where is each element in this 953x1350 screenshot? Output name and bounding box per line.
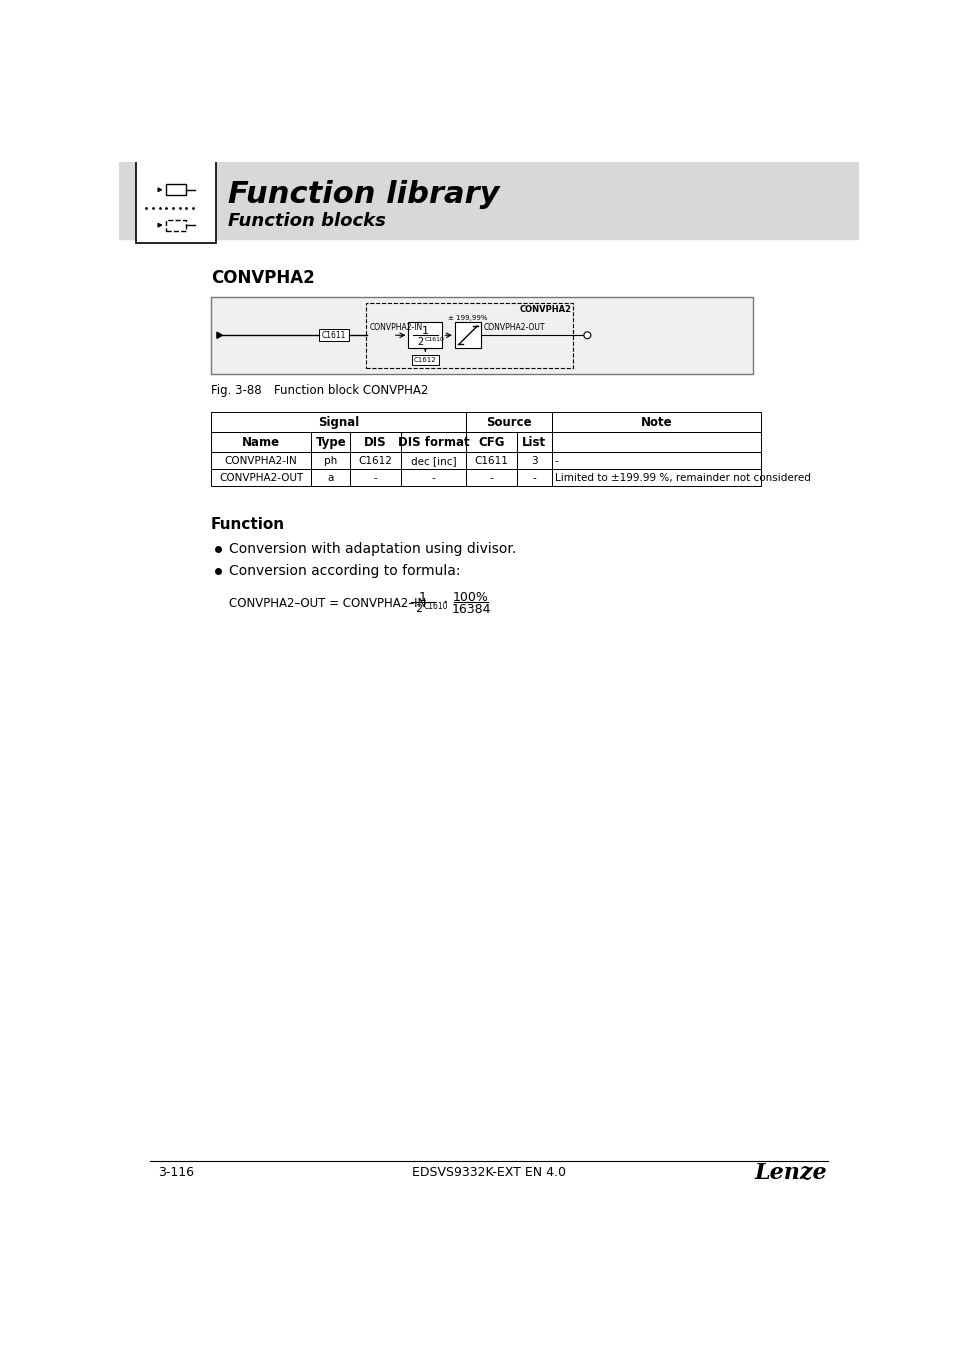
Text: -: - bbox=[532, 472, 536, 483]
Bar bbox=[350, 432, 400, 452]
Text: CONVPHA2-OUT: CONVPHA2-OUT bbox=[219, 472, 303, 483]
Text: C1610: C1610 bbox=[423, 602, 448, 610]
Bar bbox=[400, 452, 466, 470]
Text: Conversion according to formula:: Conversion according to formula: bbox=[229, 564, 460, 578]
Bar bbox=[319, 329, 348, 342]
Bar bbox=[311, 452, 350, 470]
Text: CFG: CFG bbox=[477, 436, 504, 448]
Text: DIS: DIS bbox=[364, 436, 386, 448]
Text: -: - bbox=[555, 456, 558, 466]
Bar bbox=[408, 323, 442, 348]
Bar bbox=[466, 452, 517, 470]
Bar bbox=[466, 432, 517, 452]
Text: Function blocks: Function blocks bbox=[228, 212, 385, 230]
Bar bbox=[311, 470, 350, 486]
Text: -: - bbox=[431, 472, 435, 483]
Text: Conversion with adaptation using divisor.: Conversion with adaptation using divisor… bbox=[229, 543, 516, 556]
Bar bbox=[211, 297, 753, 374]
Text: CONVPHA2-OUT: CONVPHA2-OUT bbox=[483, 323, 544, 332]
Text: DIS format: DIS format bbox=[397, 436, 469, 448]
Bar bbox=[551, 470, 760, 486]
Text: CONVPHA2–OUT = CONVPHA2–IN  ·: CONVPHA2–OUT = CONVPHA2–IN · bbox=[229, 597, 437, 610]
Text: C1611: C1611 bbox=[475, 456, 508, 466]
Text: a: a bbox=[327, 472, 334, 483]
Bar bbox=[455, 323, 480, 348]
Text: Function block CONVPHA2: Function block CONVPHA2 bbox=[274, 385, 428, 397]
Bar bbox=[166, 185, 186, 196]
Text: C1611: C1611 bbox=[321, 331, 346, 340]
Text: C1612: C1612 bbox=[414, 356, 436, 363]
Bar bbox=[211, 452, 311, 470]
Text: Function: Function bbox=[211, 517, 285, 532]
Bar bbox=[466, 470, 517, 486]
Bar bbox=[136, 158, 216, 243]
Text: CONVPHA2-IN: CONVPHA2-IN bbox=[225, 456, 297, 466]
Bar bbox=[211, 470, 311, 486]
Text: CONVPHA2-IN: CONVPHA2-IN bbox=[369, 323, 422, 332]
Polygon shape bbox=[216, 332, 222, 339]
Bar bbox=[400, 470, 466, 486]
Text: 2: 2 bbox=[417, 338, 423, 347]
Bar bbox=[517, 432, 551, 452]
Text: 3: 3 bbox=[531, 456, 537, 466]
Text: 2: 2 bbox=[416, 605, 422, 614]
Text: ·: · bbox=[441, 594, 447, 612]
Bar bbox=[551, 412, 760, 432]
Text: Limited to ±199.99 %, remainder not considered: Limited to ±199.99 %, remainder not cons… bbox=[555, 472, 810, 483]
Text: List: List bbox=[521, 436, 546, 448]
Text: 100%: 100% bbox=[453, 591, 489, 605]
Bar bbox=[166, 220, 186, 231]
Text: CONVPHA2: CONVPHA2 bbox=[211, 269, 314, 286]
Bar bbox=[350, 452, 400, 470]
Text: Function library: Function library bbox=[228, 180, 498, 209]
Text: Name: Name bbox=[242, 436, 280, 448]
Text: CONVPHA2: CONVPHA2 bbox=[519, 305, 571, 313]
Bar bbox=[517, 470, 551, 486]
Text: EDSVS9332K-EXT EN 4.0: EDSVS9332K-EXT EN 4.0 bbox=[412, 1166, 565, 1179]
Text: Signal: Signal bbox=[317, 416, 359, 429]
Bar bbox=[211, 432, 311, 452]
Text: dec [inc]: dec [inc] bbox=[411, 456, 456, 466]
Bar bbox=[365, 302, 573, 367]
Text: Source: Source bbox=[486, 416, 532, 429]
Bar bbox=[211, 412, 466, 432]
Bar bbox=[412, 355, 438, 366]
Text: Note: Note bbox=[639, 416, 672, 429]
Bar bbox=[517, 452, 551, 470]
Bar bbox=[551, 432, 760, 452]
Bar bbox=[400, 432, 466, 452]
Circle shape bbox=[583, 332, 590, 339]
Text: Lenze: Lenze bbox=[754, 1161, 827, 1183]
Text: 3-116: 3-116 bbox=[158, 1166, 193, 1179]
Text: 1: 1 bbox=[421, 325, 429, 336]
Text: 16384: 16384 bbox=[451, 603, 491, 616]
Text: 1: 1 bbox=[418, 591, 427, 605]
Bar bbox=[119, 162, 858, 239]
Bar bbox=[311, 432, 350, 452]
Text: ph: ph bbox=[324, 456, 337, 466]
Text: C1612: C1612 bbox=[358, 456, 392, 466]
Text: -: - bbox=[374, 472, 376, 483]
Text: ± 199,99%: ± 199,99% bbox=[448, 315, 487, 320]
Text: -: - bbox=[489, 472, 493, 483]
Bar bbox=[350, 470, 400, 486]
Bar bbox=[466, 412, 551, 432]
Bar bbox=[551, 452, 760, 470]
Text: C1610: C1610 bbox=[424, 336, 444, 342]
Text: Fig. 3-88: Fig. 3-88 bbox=[211, 385, 261, 397]
Text: Type: Type bbox=[315, 436, 346, 448]
